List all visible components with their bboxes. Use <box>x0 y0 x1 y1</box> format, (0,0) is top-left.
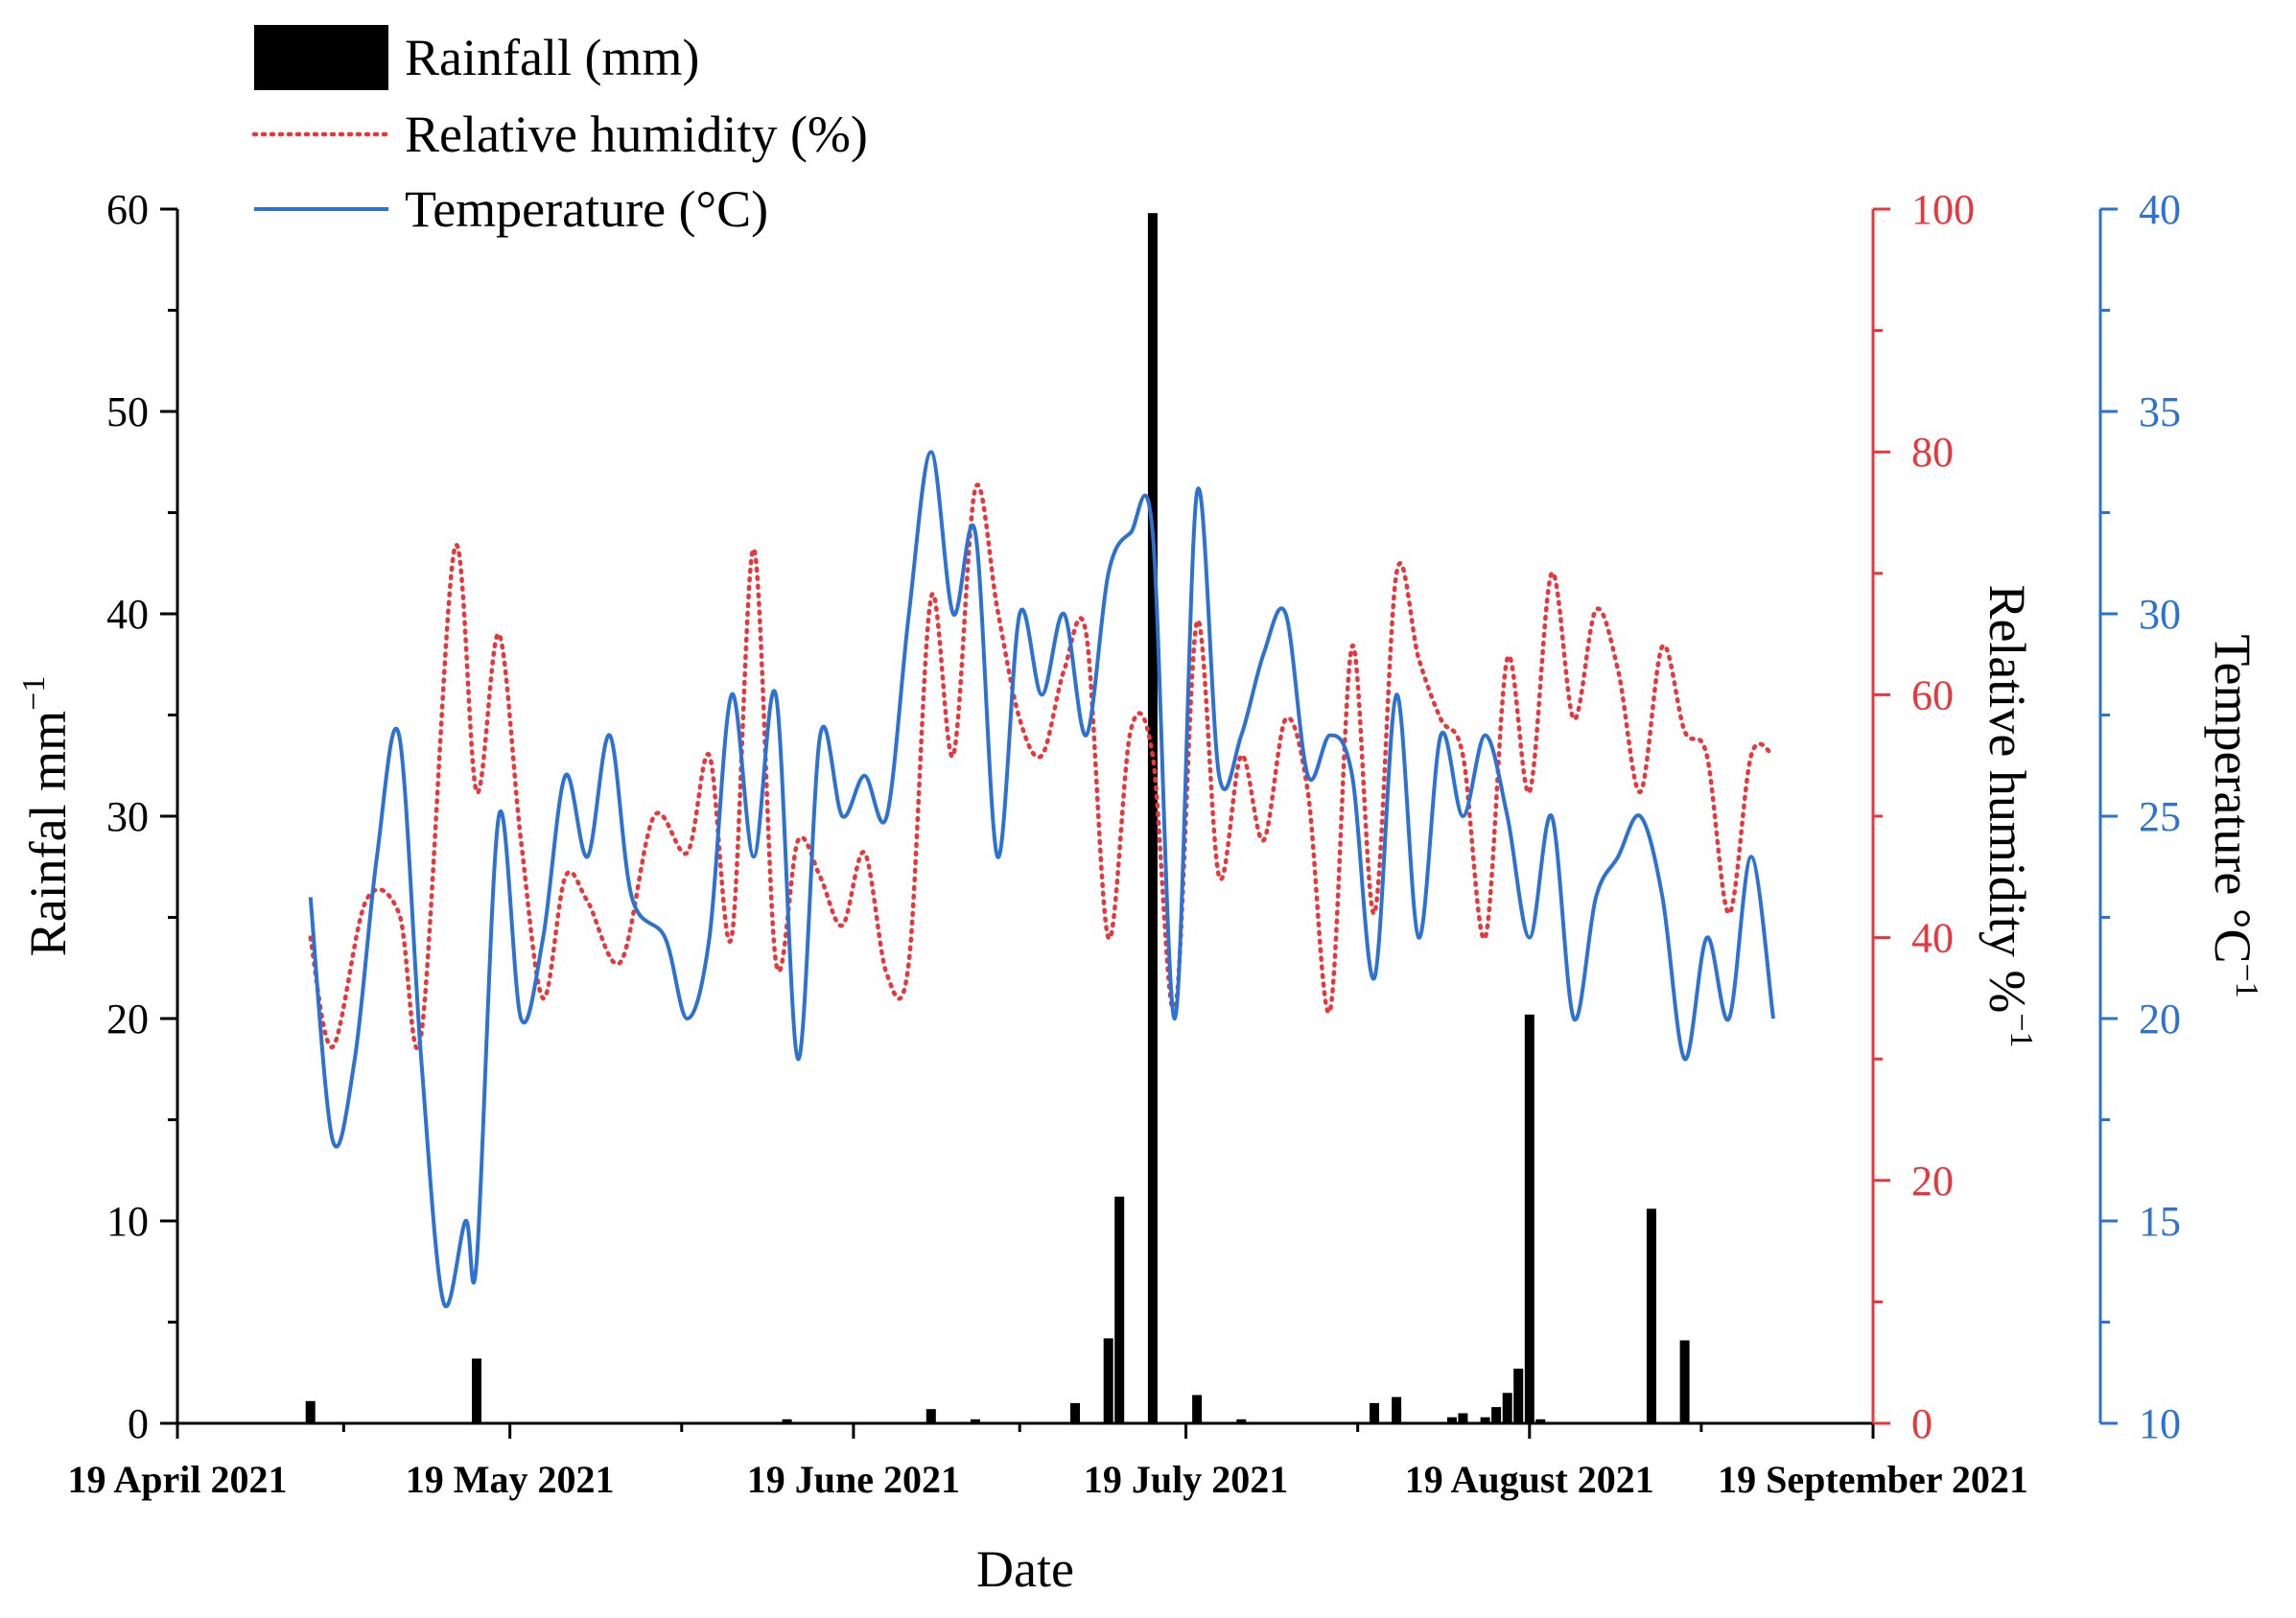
humidity-tick-label: 100 <box>1911 186 1975 233</box>
humidity-series <box>308 482 1776 1050</box>
x-tick-label: 19 June 2021 <box>747 1458 960 1501</box>
rainfall-bar <box>1535 1419 1546 1423</box>
rainfall-bars <box>305 213 1690 1424</box>
temperature-tick-label: 20 <box>2139 996 2181 1043</box>
rainfall-bar <box>1370 1402 1379 1423</box>
rainfall-bar <box>1392 1396 1402 1423</box>
humidity-tick-label: 60 <box>1911 671 1954 718</box>
humidity-axis-title: Relative humidity %−1 <box>1979 584 2039 1047</box>
temperature-series <box>308 450 1775 1308</box>
temperature-axis-title: Temperature °C−1 <box>2204 634 2264 997</box>
humidity-tick-label: 20 <box>1911 1158 1954 1205</box>
temperature-axis-title-sup: −1 <box>2229 963 2264 997</box>
humidity-tick-label: 0 <box>1911 1400 1933 1447</box>
rainfall-bar <box>1524 1014 1535 1423</box>
rainfall-bar <box>1070 1402 1080 1423</box>
rainfall-bar <box>1114 1196 1125 1423</box>
rainfall-bar <box>472 1358 481 1423</box>
temperature-axis-title-main: Temperature °C <box>2204 634 2261 963</box>
rainfall-tick-label: 30 <box>106 793 149 840</box>
temperature-tick-label: 25 <box>2139 793 2181 840</box>
rainfall-bar <box>1103 1338 1113 1423</box>
rainfall-tick-label: 60 <box>106 186 149 233</box>
rainfall-bar <box>1236 1419 1247 1423</box>
x-tick-label: 19 July 2021 <box>1084 1458 1288 1501</box>
rainfall-tick-label: 40 <box>106 591 149 638</box>
rainfall-bar <box>1513 1369 1524 1423</box>
rainfall-bar <box>1446 1417 1457 1423</box>
humidity-axis-title-main: Relative humidity % <box>1979 584 2036 1013</box>
humidity-line <box>308 482 1776 1050</box>
temperature-tick-label: 15 <box>2139 1198 2181 1245</box>
rainfall-bar <box>1147 213 1158 1424</box>
rainfall-axis-title: Rainfal mm−1 <box>16 676 77 957</box>
x-tick-label: 19 September 2021 <box>1718 1458 2028 1501</box>
legend: Rainfall (mm) Relative humidity (%) Temper… <box>251 25 868 238</box>
rainfall-axis-title-main: Rainfal mm <box>19 711 77 956</box>
rainfall-bar <box>782 1419 792 1423</box>
rainfall-bar <box>1679 1340 1690 1423</box>
x-tick-label: 19 April 2021 <box>68 1458 288 1501</box>
temperature-tick-label: 10 <box>2139 1400 2181 1447</box>
rainfall-bar <box>1646 1208 1656 1423</box>
humidity-tick-label: 80 <box>1911 429 1954 476</box>
legend-swatch-rainfall <box>254 25 388 90</box>
rainfall-bar <box>925 1409 936 1423</box>
x-axis-title: Date <box>976 1540 1074 1598</box>
rainfall-tick-label: 20 <box>106 996 149 1043</box>
legend-label: Temperature (°C) <box>405 180 768 238</box>
x-tick-label: 19 May 2021 <box>406 1458 615 1501</box>
rainfall-tick-label: 0 <box>128 1400 149 1447</box>
humidity-axis-title-sup: −1 <box>2003 1013 2039 1047</box>
temperature-tick-label: 35 <box>2139 388 2181 435</box>
temperature-line <box>308 450 1775 1308</box>
humidity-tick-label: 40 <box>1911 915 1954 962</box>
rainfall-tick-label: 10 <box>106 1198 149 1245</box>
rainfall-bar <box>1480 1417 1490 1423</box>
legend-label: Rainfall (mm) <box>405 29 699 86</box>
x-tick-label: 19 August 2021 <box>1405 1458 1654 1501</box>
rainfall-bar <box>1502 1393 1512 1423</box>
legend-label: Relative humidity (%) <box>405 106 868 163</box>
rainfall-bar <box>1458 1413 1468 1423</box>
axes: 0 10 20 30 40 50 60 19 April 2021 19 May 2021 19 … <box>16 186 2264 1598</box>
temperature-tick-label: 30 <box>2139 591 2181 638</box>
rainfall-tick-label: 50 <box>106 388 149 435</box>
rainfall-axis-title-sup: −1 <box>16 676 52 711</box>
rainfall-bar <box>1192 1395 1203 1423</box>
rainfall-bar <box>971 1419 980 1423</box>
rainfall-bar <box>305 1400 316 1423</box>
rainfall-bar <box>1491 1407 1502 1423</box>
temperature-tick-label: 40 <box>2139 186 2181 233</box>
